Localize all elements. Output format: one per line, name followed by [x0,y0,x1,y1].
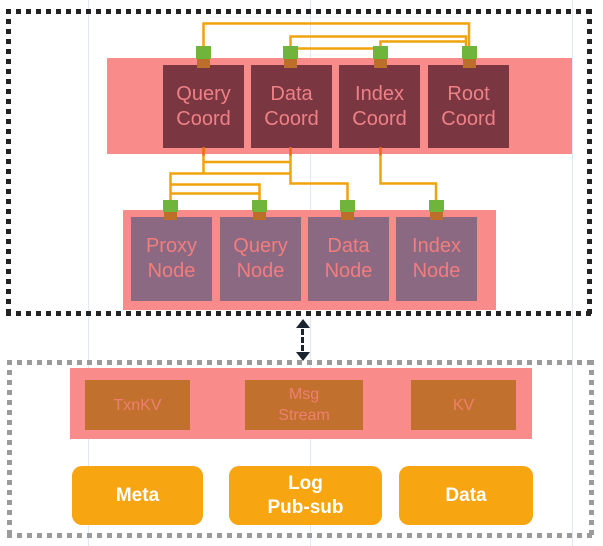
data-coord-label: Data [270,82,313,105]
msg-stream-box: Msg Stream [245,380,363,430]
port-stub [429,211,443,220]
root-coord-label: Coord [441,107,496,130]
query-node-port [252,199,267,212]
query-coord-label: Coord [176,107,231,130]
query-node-label: Node [236,260,285,282]
kv-box: KV [411,380,516,430]
bidirectional-arrow [295,319,310,361]
log-pubsub-label: Log [288,472,323,494]
log-pubsub-label: Pub-sub [267,496,344,518]
arrow-up-head [295,319,310,328]
meta-label: Meta [115,484,160,506]
data-coord-port [283,46,298,59]
query-coord-label: Query [176,82,231,105]
port-stub [197,58,210,68]
index-coord-box: Index Coord [339,65,420,148]
port-stub [462,58,476,68]
data-coord-label: Coord [264,107,319,130]
port-stub [374,58,387,68]
msg-stream-label: Stream [278,407,330,424]
proxy-node-label: Node [147,260,196,282]
port-stub [341,211,354,220]
kv-label: KV [452,396,475,414]
port-stub [284,58,297,68]
data-node-port [340,199,355,212]
arrow-shaft [301,329,304,351]
data-node-label: Data [327,235,370,257]
root-coord-box: Root Coord [428,65,509,148]
query-coord-port [196,46,211,59]
index-node-label: Node [412,260,461,282]
index-coord-label: Coord [352,107,407,130]
data-node-label: Node [324,260,373,282]
msg-stream-label: Msg [288,386,320,403]
index-node-box: Index Node [396,217,477,301]
data-node-box: Data Node [308,217,389,301]
query-node-label: Query [233,235,288,257]
arrow-down-head [295,352,310,361]
txnkv-box: TxnKV [85,380,190,430]
index-node-port [428,199,444,212]
root-coord-port [461,46,477,59]
proxy-node-label: Proxy [145,235,198,257]
query-coord-box: Query Coord [163,65,244,148]
meta-box: Meta [72,466,203,525]
root-coord-label: Root [447,82,490,105]
index-coord-port [373,46,388,59]
log-pubsub-box: Log Pub-sub [229,466,382,525]
query-node-box: Query Node [220,217,301,301]
data-coord-box: Data Coord [251,65,332,148]
port-stub [253,211,266,220]
proxy-node-box: Proxy Node [131,217,212,301]
index-coord-label: Index [355,82,404,105]
port-stub [164,211,177,220]
txnkv-label: TxnKV [113,396,162,414]
index-node-label: Index [412,235,461,257]
proxy-node-port [163,199,178,212]
data-label: Data [445,484,487,506]
data-box: Data [399,466,533,525]
